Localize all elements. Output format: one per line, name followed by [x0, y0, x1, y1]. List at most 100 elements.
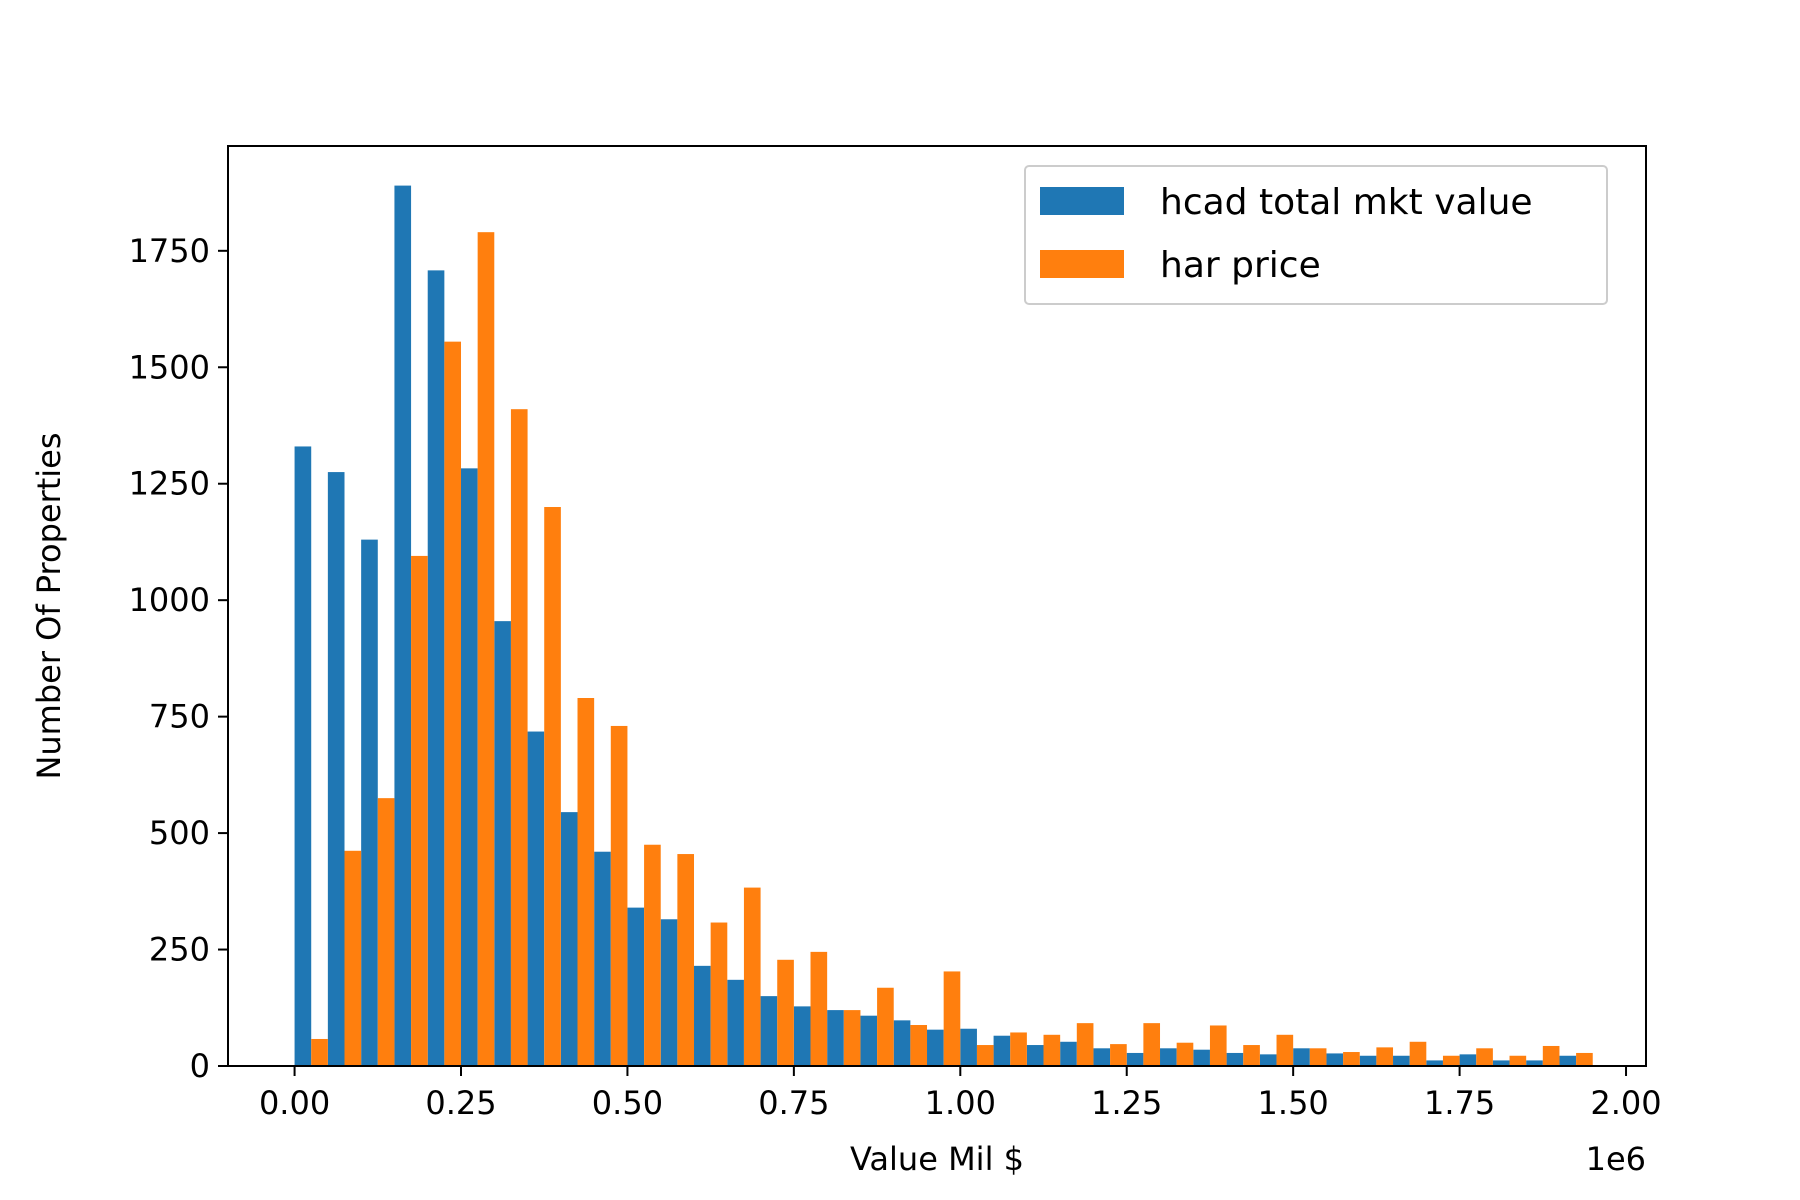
- y-tick-label: 1250: [129, 465, 210, 503]
- x-tick-label: 0.50: [592, 1084, 663, 1122]
- bar-har-16: [843, 1010, 861, 1066]
- bar-hcad-21: [993, 1035, 1011, 1066]
- bar-hcad-30: [1293, 1048, 1310, 1066]
- bar-har-29: [1276, 1034, 1294, 1066]
- bar-hcad-7: [527, 731, 545, 1066]
- bar-har-38: [1576, 1052, 1593, 1066]
- x-tick-label: 2.00: [1590, 1084, 1661, 1122]
- bar-hcad-32: [1359, 1055, 1377, 1066]
- bar-har-25: [1143, 1023, 1161, 1066]
- bar-hcad-23: [1060, 1041, 1077, 1066]
- bar-hcad-22: [1026, 1045, 1044, 1066]
- bar-hcad-9: [594, 851, 611, 1066]
- x-tick-label: 0.75: [758, 1084, 829, 1122]
- bar-hcad-2: [361, 539, 378, 1066]
- x-tick-label: 0.25: [425, 1084, 496, 1122]
- y-tick-label: 500: [149, 814, 210, 852]
- bar-hcad-14: [760, 996, 778, 1066]
- bar-hcad-20: [960, 1028, 977, 1066]
- bar-hcad-25: [1126, 1052, 1144, 1066]
- bar-har-31: [1343, 1052, 1360, 1066]
- bar-har-22: [1043, 1034, 1061, 1066]
- bar-hcad-26: [1160, 1048, 1177, 1066]
- x-tick-label: 1.25: [1091, 1084, 1162, 1122]
- bar-har-9: [610, 725, 628, 1066]
- x-tick-label: 1.50: [1258, 1084, 1329, 1122]
- bar-har-7: [544, 507, 561, 1066]
- bar-har-24: [1110, 1044, 1127, 1066]
- legend-label-hcad: hcad total mkt value: [1160, 182, 1533, 223]
- bar-hcad-15: [793, 1006, 811, 1066]
- bar-hcad-35: [1459, 1054, 1477, 1066]
- y-tick-label: 250: [149, 931, 210, 969]
- y-tick-label: 1500: [129, 348, 210, 386]
- bar-hcad-17: [860, 1015, 878, 1066]
- legend-swatch-har: [1040, 250, 1124, 278]
- legend-label-har: har price: [1160, 245, 1321, 286]
- bar-hcad-19: [927, 1029, 944, 1066]
- bar-har-17: [877, 987, 894, 1066]
- bar-har-28: [1243, 1045, 1260, 1066]
- bar-hcad-31: [1326, 1053, 1344, 1066]
- x-tick-label: 0.00: [259, 1084, 330, 1122]
- bar-har-2: [377, 798, 395, 1066]
- bars-layer: [294, 185, 1593, 1067]
- bar-hcad-8: [560, 812, 578, 1066]
- bar-hcad-18: [893, 1020, 911, 1066]
- ticks-layer: 0.00 0.25 0.50 0.75 1.00 1.25 1.50 1.75 2.00 0 250…: [129, 232, 1662, 1122]
- bar-har-30: [1309, 1048, 1327, 1066]
- legend-box: [1024, 165, 1608, 305]
- bar-har-27: [1209, 1025, 1227, 1066]
- y-tick-label: 1000: [129, 581, 210, 619]
- bar-hcad-27: [1193, 1049, 1210, 1066]
- bar-hcad-1: [327, 472, 345, 1067]
- bar-har-20: [976, 1045, 994, 1066]
- bar-har-3: [411, 555, 428, 1066]
- bar-har-10: [644, 844, 661, 1066]
- bar-hcad-33: [1393, 1055, 1410, 1066]
- bar-har-5: [477, 232, 495, 1066]
- bar-har-23: [1076, 1023, 1094, 1066]
- bar-hcad-29: [1259, 1054, 1277, 1066]
- x-tick-label: 1.00: [925, 1084, 996, 1122]
- bar-har-11: [677, 854, 695, 1066]
- x-axis-title: Value Mil $: [850, 1140, 1024, 1178]
- bar-hcad-0: [294, 446, 312, 1066]
- bar-har-26: [1176, 1042, 1194, 1066]
- bar-har-4: [444, 341, 462, 1066]
- bar-hcad-38: [1559, 1055, 1577, 1066]
- y-tick-label: 1750: [129, 232, 210, 270]
- bar-har-34: [1442, 1055, 1460, 1066]
- legend: hcad total mkt value har price: [1024, 165, 1608, 305]
- y-tick-label: 0: [190, 1047, 210, 1085]
- x-axis-offset-label: 1e6: [1586, 1140, 1646, 1178]
- plot-frame: [227, 145, 1647, 1067]
- bar-har-35: [1476, 1048, 1493, 1066]
- bar-hcad-13: [727, 979, 744, 1066]
- bar-har-36: [1509, 1055, 1527, 1066]
- bar-hcad-16: [827, 1010, 844, 1066]
- x-tick-label: 1.75: [1424, 1084, 1495, 1122]
- bar-hcad-12: [694, 965, 711, 1066]
- bar-hcad-11: [660, 919, 678, 1066]
- bar-har-37: [1542, 1045, 1560, 1066]
- bar-har-19: [943, 971, 961, 1066]
- bar-hcad-6: [494, 621, 511, 1066]
- bar-hcad-37: [1526, 1060, 1543, 1066]
- bar-har-18: [910, 1025, 928, 1066]
- bar-hcad-24: [1093, 1048, 1111, 1066]
- bar-hcad-3: [394, 185, 412, 1066]
- bar-hcad-5: [461, 468, 478, 1066]
- bar-har-8: [577, 698, 595, 1066]
- bar-har-15: [810, 951, 828, 1066]
- bar-har-0: [311, 1038, 328, 1066]
- bar-har-32: [1376, 1047, 1394, 1066]
- y-tick-label: 750: [149, 698, 210, 736]
- bar-hcad-36: [1492, 1060, 1510, 1066]
- bar-har-21: [1010, 1032, 1027, 1066]
- bar-har-12: [710, 922, 728, 1066]
- bar-har-6: [510, 409, 528, 1066]
- bar-har-14: [777, 959, 794, 1066]
- bar-har-33: [1409, 1041, 1427, 1066]
